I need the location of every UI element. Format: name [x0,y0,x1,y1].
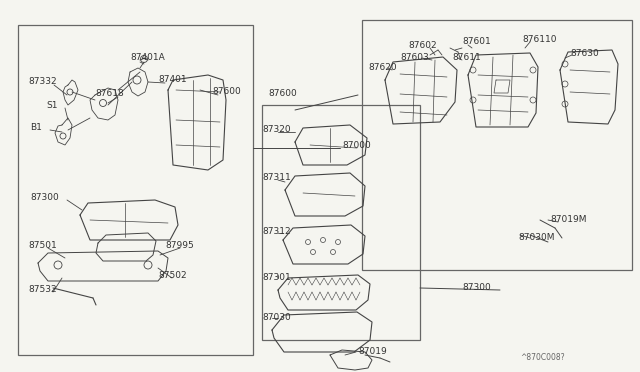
Text: 876110: 876110 [522,35,557,45]
Text: 87312: 87312 [262,228,291,237]
Text: 87300: 87300 [462,283,491,292]
Text: 87995: 87995 [165,241,194,250]
Text: 87000: 87000 [342,141,371,150]
Text: 87618: 87618 [95,90,124,99]
Text: 87030M: 87030M [518,234,554,243]
Text: B1: B1 [30,124,42,132]
Text: 87611: 87611 [452,54,481,62]
Text: 87600: 87600 [268,89,297,97]
Bar [18,25,253,355]
Text: 87603: 87603 [400,54,429,62]
Text: S1: S1 [46,102,58,110]
Text: ^870C008?: ^870C008? [520,353,564,362]
Text: 87630: 87630 [570,49,599,58]
Text: 87602: 87602 [408,42,436,51]
Text: 87019M: 87019M [550,215,586,224]
Text: 87301: 87301 [262,273,291,282]
Text: 87600: 87600 [212,87,241,96]
Text: 87320: 87320 [262,125,291,135]
Text: 87501: 87501 [28,241,57,250]
Text: 87019: 87019 [358,347,387,356]
Text: 87620: 87620 [368,64,397,73]
Text: 87401A: 87401A [130,52,164,61]
Text: 87311: 87311 [262,173,291,183]
Text: 87502: 87502 [158,270,187,279]
Text: 87532: 87532 [28,285,56,295]
Text: 87030: 87030 [262,314,291,323]
Text: 87300: 87300 [30,193,59,202]
Bar [262,105,420,340]
Bar [362,20,632,270]
Text: 87401: 87401 [158,76,187,84]
Text: 87332: 87332 [28,77,56,87]
Text: 87601: 87601 [462,38,491,46]
